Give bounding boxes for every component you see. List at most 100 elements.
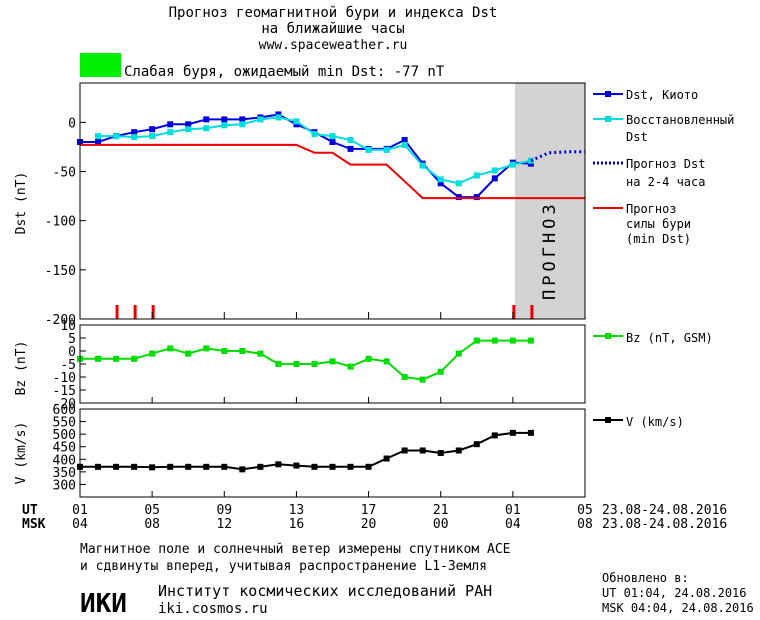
forecast-region-label: ПРОГНОЗ	[540, 200, 560, 300]
y-tick-label: -5	[60, 358, 76, 373]
data-point	[401, 374, 408, 380]
y-tick-label: 350	[53, 466, 76, 481]
y-tick-label: 400	[53, 453, 76, 468]
data-point	[149, 126, 156, 133]
data-point	[203, 116, 210, 123]
data-point	[437, 180, 444, 187]
data-point	[383, 358, 390, 365]
data-point	[527, 337, 534, 344]
msk-tick-label: 08	[577, 517, 593, 532]
data-point	[527, 429, 534, 436]
legend-v: V (km/s)	[626, 415, 684, 429]
data-point	[185, 126, 192, 133]
y-tick-label: 10	[60, 319, 76, 334]
iki-logo-text: ИКИ	[80, 589, 127, 619]
v-legend: V (km/s)	[593, 415, 684, 429]
y-tick-label: -10	[53, 371, 76, 386]
data-point	[419, 376, 426, 383]
ut-tick-label: 05	[144, 503, 160, 518]
data-point	[293, 118, 300, 125]
data-point	[419, 447, 426, 454]
data-point	[167, 463, 174, 470]
data-point	[401, 447, 408, 454]
data-point	[113, 133, 120, 140]
legend-bz-marker	[605, 333, 611, 339]
bz-series	[77, 337, 534, 383]
time-axis: UT MSK 01040508091213161720210001040508 …	[22, 312, 727, 532]
data-point	[113, 355, 120, 362]
data-point	[437, 450, 444, 456]
data-point	[347, 463, 354, 470]
data-point	[185, 463, 192, 470]
data-point	[401, 137, 408, 144]
v-y-axis-label: V (km/s)	[14, 422, 29, 485]
data-point	[419, 162, 426, 169]
kp-markers	[115, 305, 534, 319]
data-point	[347, 363, 354, 370]
legend-restored-marker	[605, 116, 611, 122]
y-tick-label: -200	[45, 313, 76, 328]
dst-plot-frame	[79, 82, 586, 320]
ut-tick-label: 13	[289, 503, 305, 518]
msk-tick-label: 20	[361, 517, 377, 532]
ut-tick-label: 21	[433, 503, 449, 518]
legend-v-marker	[605, 417, 611, 423]
legend-restored-1: Восстановленный	[626, 113, 734, 127]
data-point	[473, 441, 480, 448]
data-point	[401, 141, 408, 148]
dst-series	[77, 111, 585, 201]
series-line	[80, 339, 531, 381]
ut-tick-label: 17	[361, 503, 377, 518]
bz-legend: Bz (nT, GSM)	[593, 331, 713, 345]
data-point	[347, 145, 354, 152]
legend-storm-3: (min Dst)	[626, 232, 691, 246]
data-point	[203, 125, 210, 132]
data-point	[329, 463, 336, 470]
data-point	[131, 129, 138, 136]
storm-status: Слабая буря, ожидаемый min Dst: -77 nT	[124, 64, 445, 80]
data-point	[131, 463, 138, 470]
ut-tick-label: 01	[72, 503, 88, 518]
legend-dst-kyoto-marker	[605, 91, 611, 97]
v-series	[77, 429, 534, 473]
data-point	[473, 194, 480, 201]
legend-dst-kyoto: Dst, Киото	[626, 88, 698, 102]
y-tick-label: 550	[53, 416, 76, 431]
footer-note-line2: и сдвинуты вперед, учитывая распростране…	[80, 559, 487, 574]
y-tick-label: 500	[53, 428, 76, 443]
ut-axis-label: UT	[22, 503, 38, 518]
data-point	[383, 146, 390, 153]
title-line2: на ближайшие часы	[261, 21, 404, 37]
bz-y-axis-label: Bz (nT)	[14, 341, 29, 396]
series-line	[530, 150, 585, 163]
data-point	[221, 116, 228, 123]
msk-tick-label: 16	[289, 517, 305, 532]
title-line1: Прогноз геомагнитной бури и индекса Dst	[169, 5, 498, 21]
data-point	[239, 116, 246, 123]
y-tick-label: 600	[53, 403, 76, 418]
data-point	[473, 172, 480, 179]
data-point	[131, 134, 138, 141]
y-tick-label: -20	[53, 397, 76, 412]
data-point	[257, 350, 264, 357]
data-point	[491, 167, 498, 174]
data-point	[149, 464, 156, 471]
data-point	[149, 133, 156, 140]
ut-tick-label: 09	[216, 503, 232, 518]
iki-logo: ИКИ	[80, 589, 127, 619]
dst-legend: Dst, Киото Восстановленный Dst Прогноз D…	[593, 88, 734, 246]
forecast-region	[515, 83, 585, 319]
data-point	[95, 355, 102, 362]
legend-bz: Bz (nT, GSM)	[626, 331, 713, 345]
data-point	[185, 350, 192, 357]
data-point	[95, 139, 102, 145]
dst-y-axis-label: Dst (nT)	[14, 172, 29, 235]
storm-level-indicator	[80, 53, 121, 77]
legend-forecast-2: на 2-4 часа	[626, 175, 705, 189]
data-point	[329, 133, 336, 140]
